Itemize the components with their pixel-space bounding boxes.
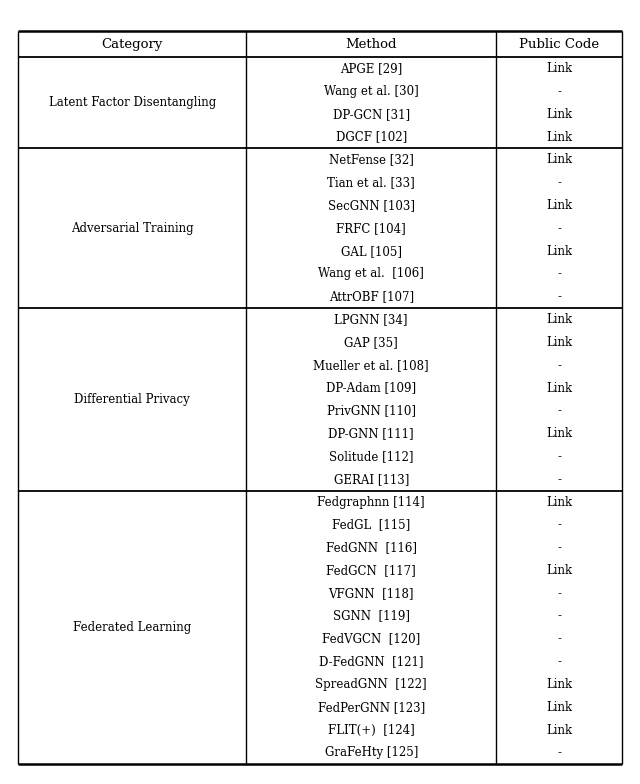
Text: FedGNN  [116]: FedGNN [116] bbox=[326, 541, 417, 554]
Text: -: - bbox=[557, 633, 561, 645]
Text: -: - bbox=[557, 518, 561, 532]
Text: Federated Learning: Federated Learning bbox=[73, 621, 191, 634]
Text: DP-GNN [111]: DP-GNN [111] bbox=[328, 427, 414, 440]
Text: Adversarial Training: Adversarial Training bbox=[71, 222, 193, 235]
Text: APGE [29]: APGE [29] bbox=[340, 62, 403, 75]
Text: LPGNN [34]: LPGNN [34] bbox=[335, 313, 408, 326]
Text: -: - bbox=[557, 541, 561, 554]
Text: -: - bbox=[557, 473, 561, 486]
Text: SGNN  [119]: SGNN [119] bbox=[333, 610, 410, 622]
Text: Link: Link bbox=[546, 313, 572, 326]
Text: Link: Link bbox=[546, 154, 572, 166]
Text: -: - bbox=[557, 359, 561, 372]
Text: -: - bbox=[557, 176, 561, 189]
Text: Link: Link bbox=[546, 199, 572, 212]
Text: Public Code: Public Code bbox=[519, 38, 599, 51]
Text: NetFense [32]: NetFense [32] bbox=[329, 154, 413, 166]
Text: -: - bbox=[557, 290, 561, 303]
Text: SecGNN [103]: SecGNN [103] bbox=[328, 199, 415, 212]
Text: GAL [105]: GAL [105] bbox=[340, 245, 402, 258]
Text: Mueller et al. [108]: Mueller et al. [108] bbox=[314, 359, 429, 372]
Text: Category: Category bbox=[102, 38, 163, 51]
Text: Link: Link bbox=[546, 62, 572, 75]
Text: Link: Link bbox=[546, 724, 572, 737]
Text: -: - bbox=[557, 405, 561, 417]
Text: DP-GCN [31]: DP-GCN [31] bbox=[333, 107, 410, 121]
Text: -: - bbox=[557, 655, 561, 668]
Text: Tian et al. [33]: Tian et al. [33] bbox=[327, 176, 415, 189]
Text: SpreadGNN  [122]: SpreadGNN [122] bbox=[316, 678, 427, 691]
Text: -: - bbox=[557, 450, 561, 463]
Text: DP-Adam [109]: DP-Adam [109] bbox=[326, 382, 416, 394]
Text: FedVGCN  [120]: FedVGCN [120] bbox=[322, 633, 420, 645]
Text: -: - bbox=[557, 222, 561, 235]
Text: -: - bbox=[557, 610, 561, 622]
Text: Link: Link bbox=[546, 495, 572, 509]
Text: AttrOBF [107]: AttrOBF [107] bbox=[328, 290, 414, 303]
Text: -: - bbox=[557, 267, 561, 281]
Text: VFGNN  [118]: VFGNN [118] bbox=[328, 586, 414, 600]
Text: Link: Link bbox=[546, 564, 572, 577]
Text: Link: Link bbox=[546, 382, 572, 394]
Text: Fedgraphnn [114]: Fedgraphnn [114] bbox=[317, 495, 425, 509]
Text: GAP [35]: GAP [35] bbox=[344, 336, 398, 349]
Text: Link: Link bbox=[546, 107, 572, 121]
Text: -: - bbox=[557, 586, 561, 600]
Text: -: - bbox=[557, 746, 561, 760]
Text: FRFC [104]: FRFC [104] bbox=[337, 222, 406, 235]
Text: -: - bbox=[557, 85, 561, 98]
Text: Wang et al.  [106]: Wang et al. [106] bbox=[318, 267, 424, 281]
Text: FedGL  [115]: FedGL [115] bbox=[332, 518, 410, 532]
Text: FedPerGNN [123]: FedPerGNN [123] bbox=[317, 701, 425, 714]
Text: D-FedGNN  [121]: D-FedGNN [121] bbox=[319, 655, 424, 668]
Text: Link: Link bbox=[546, 427, 572, 440]
Text: FedGCN  [117]: FedGCN [117] bbox=[326, 564, 416, 577]
Text: Link: Link bbox=[546, 336, 572, 349]
Text: Link: Link bbox=[546, 131, 572, 143]
Text: GERAI [113]: GERAI [113] bbox=[333, 473, 409, 486]
Text: Latent Factor Disentangling: Latent Factor Disentangling bbox=[49, 96, 216, 109]
Text: Method: Method bbox=[346, 38, 397, 51]
Text: PrivGNN [110]: PrivGNN [110] bbox=[326, 405, 416, 417]
Text: Solitude [112]: Solitude [112] bbox=[329, 450, 413, 463]
Text: Differential Privacy: Differential Privacy bbox=[74, 393, 190, 406]
Text: DGCF [102]: DGCF [102] bbox=[335, 131, 407, 143]
Text: GraFeHty [125]: GraFeHty [125] bbox=[324, 746, 418, 760]
Text: FLIT(+)  [124]: FLIT(+) [124] bbox=[328, 724, 415, 737]
Text: Link: Link bbox=[546, 701, 572, 714]
Text: Wang et al. [30]: Wang et al. [30] bbox=[324, 85, 419, 98]
Text: Link: Link bbox=[546, 678, 572, 691]
Text: Link: Link bbox=[546, 245, 572, 258]
